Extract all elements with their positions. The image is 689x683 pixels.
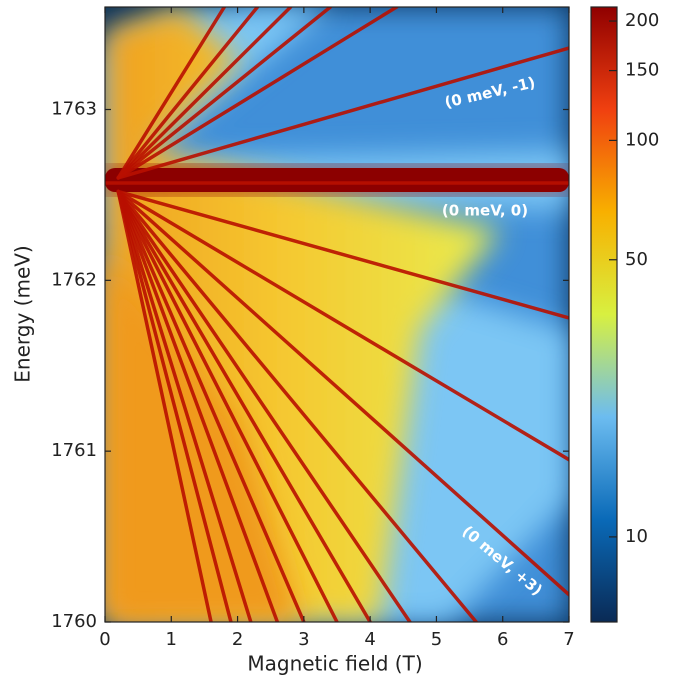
colorbar (590, 6, 618, 623)
ridge (116, 189, 412, 622)
ridge (116, 7, 293, 180)
ridge (116, 46, 569, 180)
x-tick-label: 0 (99, 629, 110, 650)
ridge (116, 189, 306, 622)
y-tick-label: 1760 (51, 611, 97, 632)
colorbar-tick-label: 50 (625, 249, 648, 270)
x-tick-label: 2 (232, 629, 243, 650)
colorbar-tick-label: 10 (625, 526, 648, 547)
ridge (116, 7, 227, 180)
x-tick-label: 1 (166, 629, 177, 650)
ridge (116, 189, 569, 320)
ridge (116, 189, 280, 622)
ridges (105, 7, 569, 622)
x-tick-label: 6 (497, 629, 508, 650)
ridge (116, 189, 339, 622)
ridge (116, 7, 260, 180)
y-tick-label: 1762 (51, 269, 97, 290)
y-axis-label: Energy (meV) (11, 245, 35, 382)
y-tick-label: 1761 (51, 440, 97, 461)
ridge (116, 189, 478, 622)
x-tick-label: 3 (298, 629, 309, 650)
annotation: (0 meV, 0) (442, 202, 528, 220)
ridge (116, 189, 569, 462)
ridge (116, 189, 213, 622)
ridge (116, 7, 333, 180)
x-tick-label: 5 (431, 629, 442, 650)
ridge (116, 189, 253, 622)
colorbar-tick-label: 200 (625, 10, 659, 31)
ridge (116, 7, 399, 180)
colorbar-tick-label: 150 (625, 60, 659, 81)
x-tick-label: 4 (364, 629, 375, 650)
ridge (116, 189, 569, 597)
x-tick-label: 7 (563, 629, 574, 650)
ridge (116, 189, 233, 622)
y-tick-label: 1763 (51, 99, 97, 120)
ridge (116, 189, 372, 622)
colorbar-tick-label: 100 (625, 129, 659, 150)
x-axis-label: Magnetic field (T) (247, 652, 422, 676)
plot-frame (104, 6, 570, 623)
